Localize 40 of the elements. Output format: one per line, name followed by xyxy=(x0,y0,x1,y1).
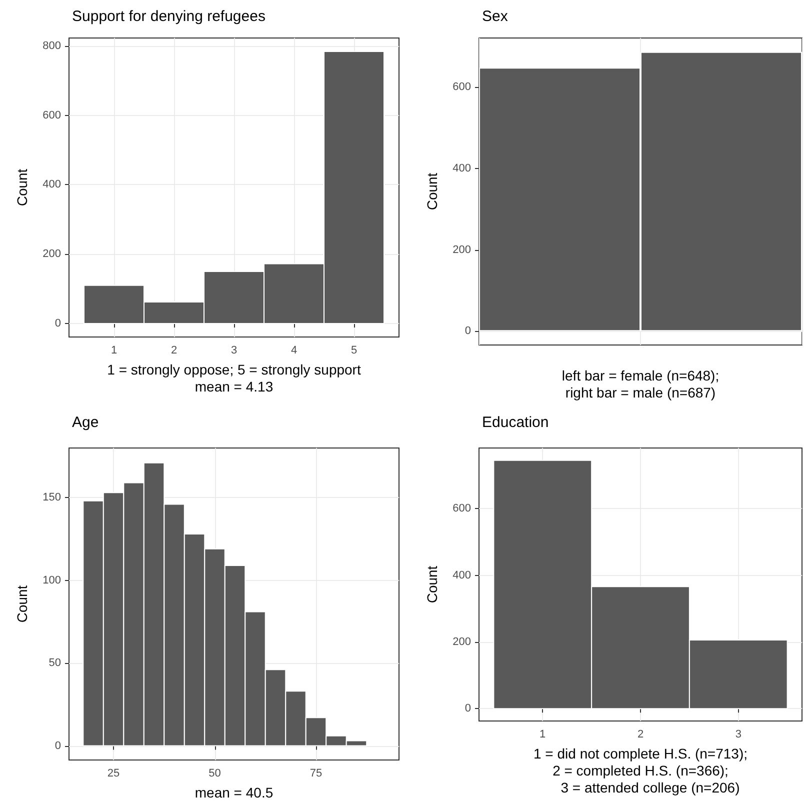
y-tick-label: 50 xyxy=(48,657,61,670)
x-tick-label: 1 xyxy=(540,728,546,740)
chart-title: Age xyxy=(72,414,99,431)
y-tick-label: 600 xyxy=(452,502,471,515)
y-tick-label: 0 xyxy=(464,702,471,715)
y-tick-label: 800 xyxy=(42,40,61,52)
x-axis-title: 1 = strongly oppose; 5 = strongly support mean = 4.13 xyxy=(107,361,361,394)
y-tick-label: 100 xyxy=(42,574,61,586)
x-tick-label: 1 xyxy=(110,344,118,356)
x-tick-label: 3 xyxy=(230,344,238,356)
y-tick-label: 400 xyxy=(42,178,61,191)
chart-title: Support for denying refugees xyxy=(72,8,266,25)
x-tick-label: 4 xyxy=(290,344,298,356)
y-tick-label: 150 xyxy=(42,492,61,504)
y-tick-label: 400 xyxy=(452,162,471,175)
y-axis-title: Count xyxy=(14,168,30,206)
x-tick-label: 3 xyxy=(735,728,742,740)
y-tick-label: 600 xyxy=(452,81,471,94)
y-tick-label: 0 xyxy=(54,740,61,752)
y-tick-label: 600 xyxy=(42,109,61,122)
x-tick-label: 2 xyxy=(637,728,644,740)
x-axis-title: mean = 40.5 xyxy=(194,784,274,800)
chart-title: Education xyxy=(482,414,549,431)
x-tick-label: 75 xyxy=(310,768,322,780)
x-tick-label: 2 xyxy=(170,344,178,356)
x-tick-label: 5 xyxy=(350,344,358,356)
y-tick-label: 0 xyxy=(464,325,471,338)
y-axis-title: Count xyxy=(14,585,30,623)
y-axis-title: Count xyxy=(424,172,440,210)
x-axis-title: 1 = did not complete H.S. (n=713); 2 = completed H.S. (n=366); 3 = attended college (n=206) xyxy=(533,745,748,796)
y-tick-label: 200 xyxy=(452,636,471,648)
y-tick-label: 400 xyxy=(452,569,471,582)
y-tick-label: 200 xyxy=(452,244,471,256)
y-tick-label: 200 xyxy=(42,248,61,260)
x-axis-title: left bar = female (n=648); right bar = male (n=687) xyxy=(562,368,720,400)
x-tick-label: 50 xyxy=(208,768,221,780)
x-tick-label: 25 xyxy=(107,768,120,780)
chart-title: Sex xyxy=(482,8,508,25)
y-axis-title: Count xyxy=(424,566,440,604)
y-tick-label: 0 xyxy=(54,317,61,330)
